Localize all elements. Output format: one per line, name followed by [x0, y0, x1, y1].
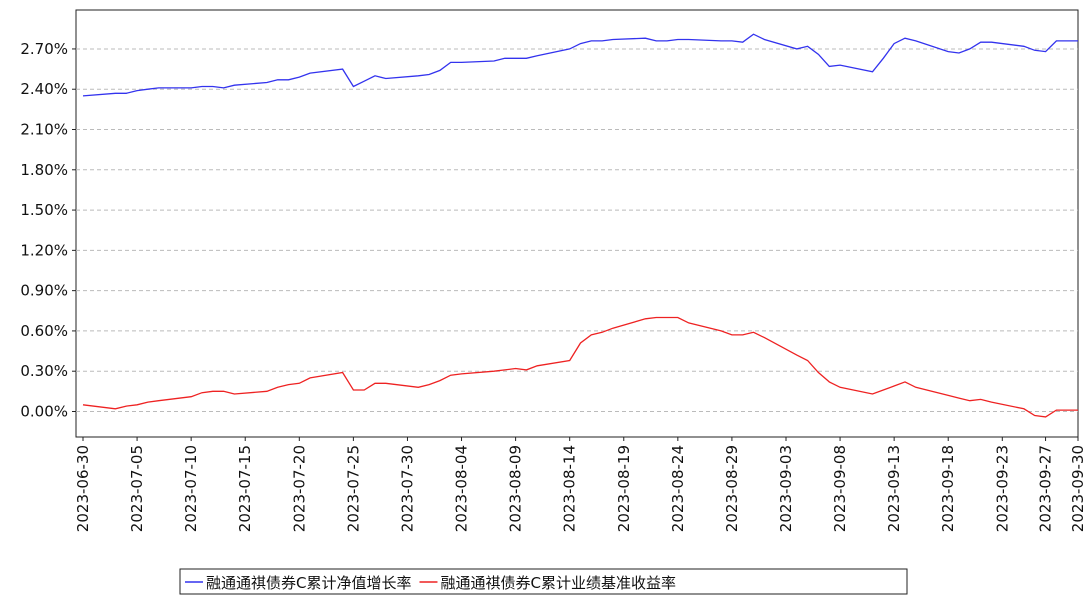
y-tick-label: 0.60%	[20, 322, 68, 340]
x-tick-label: 2023-08-29	[723, 445, 741, 532]
x-tick-label: 2023-07-10	[182, 445, 200, 532]
x-tick-label: 2023-09-18	[939, 445, 957, 532]
x-tick-label: 2023-07-30	[398, 445, 416, 532]
y-tick-label: 2.70%	[20, 40, 68, 58]
x-tick-label: 2023-08-24	[669, 445, 687, 532]
x-tick-label: 2023-07-05	[128, 445, 146, 532]
x-tick-label: 2023-09-08	[831, 445, 849, 532]
y-tick-label: 1.50%	[20, 201, 68, 219]
x-tick-label: 2023-09-23	[993, 445, 1011, 532]
x-tick-label: 2023-06-30	[74, 445, 92, 532]
x-tick-label: 2023-09-13	[885, 445, 903, 532]
y-tick-label: 1.80%	[20, 161, 68, 179]
y-tick-label: 2.40%	[20, 80, 68, 98]
x-tick-label: 2023-08-14	[561, 445, 579, 532]
x-tick-label: 2023-09-27	[1037, 445, 1055, 532]
y-tick-label: 2.10%	[20, 121, 68, 139]
series-line	[82, 33, 1078, 97]
legend-label: 融通通祺债券C累计业绩基准收益率	[440, 574, 675, 592]
y-tick-label: 1.20%	[20, 241, 68, 259]
x-tick-label: 2023-07-20	[290, 445, 308, 532]
legend-box	[179, 568, 908, 595]
x-tick-label: 2023-07-15	[236, 445, 254, 532]
x-tick-label: 2023-09-03	[777, 445, 795, 532]
series-line	[82, 316, 1078, 418]
y-tick-label: 0.00%	[20, 402, 68, 420]
plot-frame	[75, 9, 1079, 438]
x-tick-label: 2023-08-04	[453, 445, 471, 532]
y-tick-label: 0.30%	[20, 362, 68, 380]
y-tick-label: 0.90%	[20, 282, 68, 300]
x-tick-label: 2023-07-25	[344, 445, 362, 532]
x-tick-label: 2023-08-19	[615, 445, 633, 532]
x-tick-label: 2023-08-09	[507, 445, 525, 532]
legend-label: 融通通祺债券C累计净值增长率	[206, 574, 411, 592]
x-tick-label: 2023-09-30	[1069, 445, 1087, 532]
